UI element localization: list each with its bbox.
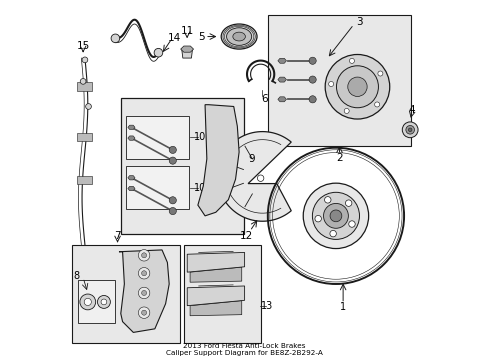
Polygon shape xyxy=(127,136,135,140)
Circle shape xyxy=(344,108,348,113)
Circle shape xyxy=(138,307,149,319)
Text: 2: 2 xyxy=(336,153,342,163)
Polygon shape xyxy=(77,82,92,91)
Circle shape xyxy=(374,102,379,107)
Text: 7: 7 xyxy=(114,231,121,240)
Text: 2: 2 xyxy=(307,218,313,228)
Ellipse shape xyxy=(226,28,251,45)
Circle shape xyxy=(82,57,88,63)
Text: 10: 10 xyxy=(193,132,205,142)
Text: 2013 Ford Fiesta Anti-Lock Brakes
Caliper Support Diagram for BE8Z-2B292-A: 2013 Ford Fiesta Anti-Lock Brakes Calipe… xyxy=(166,343,322,356)
Circle shape xyxy=(349,58,354,63)
Circle shape xyxy=(308,96,316,103)
Circle shape xyxy=(154,48,163,57)
Circle shape xyxy=(303,183,368,248)
Text: 8: 8 xyxy=(73,271,79,281)
Text: 5: 5 xyxy=(198,32,204,41)
Circle shape xyxy=(169,157,176,164)
Circle shape xyxy=(347,77,366,96)
Polygon shape xyxy=(187,252,244,272)
Circle shape xyxy=(169,197,176,204)
Polygon shape xyxy=(77,176,92,184)
Ellipse shape xyxy=(221,24,257,49)
Circle shape xyxy=(377,71,382,76)
Text: 10: 10 xyxy=(193,183,205,193)
Circle shape xyxy=(308,76,316,83)
Circle shape xyxy=(308,57,316,64)
Circle shape xyxy=(329,230,336,237)
Polygon shape xyxy=(277,58,286,63)
Polygon shape xyxy=(180,46,193,52)
Circle shape xyxy=(324,197,330,203)
Text: 11: 11 xyxy=(180,26,193,36)
Circle shape xyxy=(325,54,389,119)
Ellipse shape xyxy=(232,32,245,41)
Circle shape xyxy=(138,249,149,261)
Circle shape xyxy=(407,128,411,132)
Text: 3: 3 xyxy=(355,17,362,27)
Circle shape xyxy=(138,267,149,279)
Polygon shape xyxy=(77,133,92,141)
Circle shape xyxy=(314,215,321,222)
Circle shape xyxy=(84,298,91,306)
Bar xyxy=(183,244,260,343)
Bar xyxy=(78,280,115,323)
Circle shape xyxy=(138,287,149,299)
Circle shape xyxy=(111,34,120,42)
Polygon shape xyxy=(190,267,241,282)
Polygon shape xyxy=(187,286,244,306)
Polygon shape xyxy=(277,97,286,102)
Circle shape xyxy=(312,192,359,239)
Circle shape xyxy=(348,221,354,227)
Polygon shape xyxy=(127,176,135,180)
Text: 12: 12 xyxy=(239,231,252,240)
Circle shape xyxy=(142,291,146,296)
Circle shape xyxy=(345,200,351,206)
Circle shape xyxy=(142,310,146,315)
Circle shape xyxy=(80,294,96,310)
Circle shape xyxy=(257,175,264,181)
Polygon shape xyxy=(190,301,241,316)
Circle shape xyxy=(142,271,146,276)
Bar xyxy=(126,166,188,209)
Polygon shape xyxy=(198,105,239,216)
Circle shape xyxy=(323,203,347,228)
Circle shape xyxy=(85,104,91,109)
Bar xyxy=(121,98,244,234)
Text: 14: 14 xyxy=(167,33,181,43)
Polygon shape xyxy=(277,77,286,82)
Polygon shape xyxy=(127,125,135,130)
Polygon shape xyxy=(182,49,192,58)
Circle shape xyxy=(329,210,341,222)
Polygon shape xyxy=(217,132,291,221)
Polygon shape xyxy=(119,250,169,332)
Text: 13: 13 xyxy=(261,301,273,311)
Circle shape xyxy=(336,66,378,108)
Text: 9: 9 xyxy=(248,154,254,164)
Bar xyxy=(126,116,188,159)
Circle shape xyxy=(328,81,333,86)
Bar xyxy=(267,15,410,146)
Text: 6: 6 xyxy=(261,94,267,104)
Text: 4: 4 xyxy=(408,105,414,115)
Circle shape xyxy=(402,122,417,138)
Circle shape xyxy=(169,207,176,215)
Circle shape xyxy=(169,146,176,153)
Polygon shape xyxy=(127,186,135,191)
Text: 15: 15 xyxy=(76,41,90,50)
Circle shape xyxy=(80,78,86,84)
Circle shape xyxy=(101,299,106,305)
Circle shape xyxy=(97,296,110,309)
Circle shape xyxy=(142,253,146,258)
Bar xyxy=(72,244,180,343)
Circle shape xyxy=(405,126,414,134)
Text: 1: 1 xyxy=(339,302,346,312)
